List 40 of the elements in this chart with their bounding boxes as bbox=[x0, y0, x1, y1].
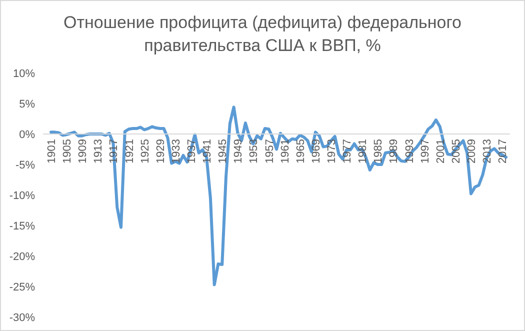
x-tick-label: 1973 bbox=[326, 139, 338, 164]
x-tick-label: 2009 bbox=[466, 139, 478, 164]
x-tick-label: 1993 bbox=[404, 139, 416, 164]
x-tick-label: 1969 bbox=[310, 139, 322, 164]
x-tick-label: 1937 bbox=[186, 139, 198, 164]
y-tick-label: -15% bbox=[9, 220, 36, 232]
x-tick-label: 2017 bbox=[497, 139, 510, 164]
y-tick-label: -5% bbox=[15, 159, 36, 172]
x-tick-label: 1933 bbox=[170, 139, 182, 164]
y-tick-label: 0% bbox=[19, 128, 36, 141]
x-tick-label: 1957 bbox=[264, 139, 276, 164]
y-tick-label: -10% bbox=[9, 190, 36, 202]
y-tick-label: -20% bbox=[9, 250, 36, 263]
x-tick-label: 2013 bbox=[482, 139, 494, 164]
x-tick-label: 1989 bbox=[388, 139, 400, 164]
y-tick-label: 10% bbox=[12, 68, 36, 80]
x-tick-label: 1965 bbox=[294, 139, 307, 164]
x-tick-label: 1981 bbox=[357, 139, 370, 164]
x-tick-label: 1909 bbox=[77, 139, 90, 164]
x-tick-label: 1941 bbox=[202, 139, 214, 164]
x-tick-label: 1925 bbox=[139, 139, 152, 164]
x-tick-label: 1949 bbox=[232, 139, 245, 164]
x-tick-label: 2001 bbox=[434, 139, 447, 164]
y-tick-label: -30% bbox=[9, 312, 36, 324]
x-tick-label: 1997 bbox=[419, 139, 432, 164]
x-tick-label: 1953 bbox=[248, 139, 260, 164]
x-tick-label: 1917 bbox=[108, 139, 120, 164]
x-tick-label: 1945 bbox=[217, 139, 230, 164]
x-tick-label: 1961 bbox=[279, 139, 292, 164]
x-tick-label: 1985 bbox=[372, 139, 385, 164]
x-tick-label: 1901 bbox=[46, 139, 58, 164]
x-tick-label: 1977 bbox=[342, 139, 354, 164]
x-tick-label: 1921 bbox=[124, 139, 136, 164]
chart-title: Отношение профицита (дефицита) федерального правительства США к ВВП, % bbox=[62, 12, 463, 57]
y-tick-label: 5% bbox=[19, 98, 36, 110]
y-tick-label: -25% bbox=[9, 281, 36, 294]
x-tick-label: 1905 bbox=[62, 139, 74, 164]
x-tick-label: 1913 bbox=[92, 139, 105, 164]
x-tick-label: 2005 bbox=[450, 139, 462, 164]
x-tick-label: 1929 bbox=[154, 139, 167, 164]
